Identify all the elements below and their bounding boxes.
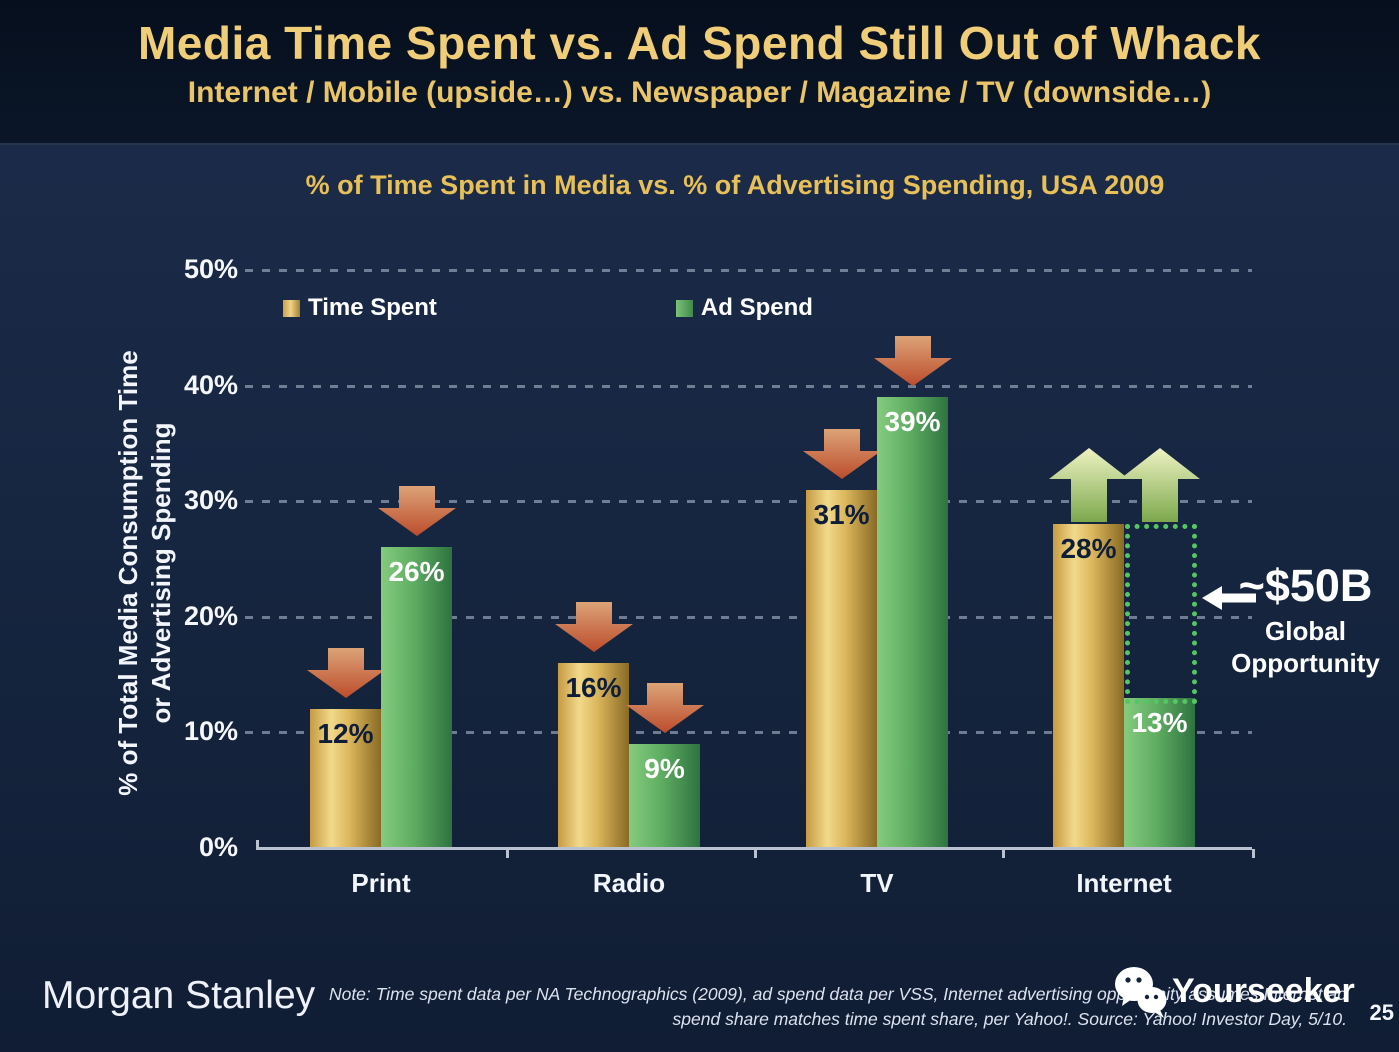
bar-radio-gold	[558, 663, 629, 848]
category-label-radio: Radio	[592, 868, 666, 898]
gridline	[245, 615, 1252, 619]
down-arrow-icon	[306, 648, 385, 699]
bar-radio-green	[629, 743, 700, 848]
ad-spend-swatch-icon	[675, 299, 693, 317]
slide-title: Media Time Spent vs. Ad Spend Still Out …	[137, 17, 1262, 69]
x-axis-tick	[754, 849, 757, 858]
annotation-label-line1: Global	[1265, 616, 1346, 646]
legend-item-ad-spend: Ad Spend	[675, 294, 813, 322]
down-arrow-icon	[802, 428, 881, 479]
down-arrow-icon	[625, 682, 704, 733]
source-note: Note: Time spent data per NA Technograph…	[307, 982, 1347, 1032]
legend-item-time-spent: Time Spent	[283, 294, 437, 322]
x-axis-start-tick	[256, 840, 259, 848]
down-arrow-icon	[554, 602, 633, 653]
gridline	[245, 384, 1252, 388]
y-tick-label: 10%	[183, 716, 238, 747]
x-axis-tick	[1252, 849, 1255, 858]
page-number: 25	[1369, 1000, 1394, 1025]
category-label-tv: TV	[860, 868, 894, 898]
opportunity-gap-rect	[1125, 524, 1197, 704]
watermark-text: Yourseeker	[1172, 971, 1355, 1010]
y-tick-label: 40%	[183, 369, 238, 400]
down-arrow-icon	[377, 486, 456, 537]
left-arrow-icon	[1202, 586, 1256, 610]
y-tick-label: 30%	[183, 485, 238, 516]
bar-tv-gold	[806, 489, 877, 848]
bar-value-label: 9%	[644, 752, 685, 784]
gridline	[245, 269, 1252, 272]
gridline	[245, 500, 1252, 504]
source-note-line1: Note: Time spent data per NA Technograph…	[328, 984, 1347, 1004]
slide-subtitle: Internet / Mobile (upside…) vs. Newspape…	[187, 76, 1212, 109]
up-arrow-icon	[1048, 448, 1129, 523]
watermark: Yourseeker	[1112, 962, 1355, 1020]
bar-print-green	[381, 547, 452, 848]
bar-value-label: 12%	[317, 718, 374, 750]
wechat-icon	[1115, 967, 1167, 1018]
y-axis-title-line2: or Advertising Spending	[146, 422, 176, 724]
bar-print-gold	[310, 709, 381, 848]
x-axis-tick	[506, 849, 509, 858]
bar-value-label: 31%	[813, 498, 870, 530]
chart-legend: Time Spent Ad Spend	[283, 294, 813, 322]
y-tick-label: 20%	[183, 600, 238, 631]
x-axis-tick	[1002, 849, 1005, 858]
bar-value-label: 13%	[1131, 706, 1188, 738]
up-arrow-icon	[1119, 448, 1200, 523]
legend-label: Ad Spend	[700, 294, 813, 321]
annotation-label-line2: Opportunity	[1231, 648, 1380, 678]
down-arrow-icon	[873, 336, 952, 387]
source-note-line2: spend share matches time spent share, pe…	[672, 1009, 1347, 1029]
y-axis-title: % of Total Media Consumption Time or Adv…	[112, 243, 178, 903]
annotation-value: ~$50B	[1238, 560, 1373, 611]
bar-internet-gold	[1053, 524, 1124, 848]
time-spent-swatch-icon	[283, 299, 300, 317]
morgan-stanley-logo: Morgan Stanley	[42, 974, 316, 1017]
legend-label: Time Spent	[308, 294, 437, 321]
slide-header: Media Time Spent vs. Ad Spend Still Out …	[0, 0, 1399, 145]
bar-value-label: 16%	[565, 672, 622, 704]
chart-title: % of Time Spent in Media vs. % of Advert…	[305, 170, 1165, 200]
x-axis-line	[256, 847, 1252, 850]
y-tick-label: 0%	[198, 832, 238, 862]
bar-tv-green	[877, 397, 948, 848]
bar-value-label: 26%	[388, 556, 445, 588]
category-label-print: Print	[351, 868, 411, 898]
y-axis-title-line1: % of Total Media Consumption Time	[113, 350, 143, 796]
category-label-internet: Internet	[1076, 868, 1172, 898]
bar-internet-green	[1124, 697, 1195, 848]
bar-value-label: 39%	[884, 406, 941, 438]
y-tick-label: 50%	[183, 254, 238, 284]
bar-value-label: 28%	[1060, 533, 1117, 565]
gridline	[245, 731, 1252, 735]
